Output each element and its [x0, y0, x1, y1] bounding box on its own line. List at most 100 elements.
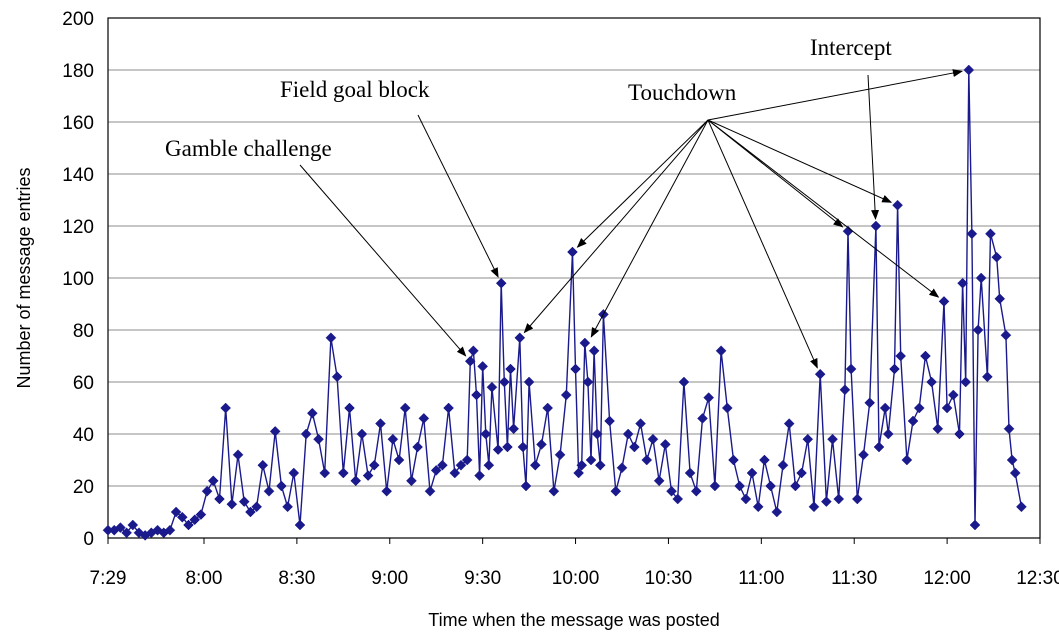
data-point	[567, 246, 578, 258]
data-point	[554, 449, 566, 461]
data-point	[895, 350, 907, 362]
data-point	[207, 475, 219, 487]
y-tick-label: 100	[62, 269, 94, 290]
annotation-arrow	[299, 164, 467, 357]
data-point	[746, 467, 758, 479]
annotation-label: Gamble challenge	[165, 136, 332, 161]
data-point	[845, 363, 857, 375]
data-point	[269, 426, 281, 437]
x-tick-label: 12:00	[923, 568, 971, 589]
x-axis-title: Time when the message was posted	[428, 610, 719, 630]
x-tick-label: 8:30	[278, 568, 315, 589]
annotation-arrow	[707, 119, 893, 203]
data-point	[189, 514, 201, 526]
data-point	[492, 444, 504, 455]
data-point	[480, 428, 492, 440]
data-point	[387, 433, 399, 445]
data-point	[752, 501, 764, 513]
data-point	[381, 485, 393, 497]
data-point	[495, 277, 507, 289]
data-point	[325, 332, 337, 344]
data-point	[960, 376, 972, 388]
data-point	[344, 402, 355, 414]
y-tick-label: 120	[62, 217, 94, 238]
data-point	[858, 449, 869, 461]
x-tick-label: 10:30	[645, 568, 693, 589]
annotation-arrow	[523, 119, 709, 334]
data-point	[635, 418, 646, 429]
annotation-arrow	[576, 119, 709, 248]
data-point	[424, 485, 436, 497]
data-point	[783, 418, 795, 429]
annotations: Gamble challenge Field goal block Touchdow…	[165, 35, 963, 369]
data-point	[443, 402, 454, 414]
annotation-arrow	[417, 114, 499, 278]
data-point	[294, 519, 306, 531]
annotation-arrow	[707, 119, 940, 298]
data-point	[870, 220, 882, 232]
data-point	[991, 251, 1003, 263]
data-point	[1006, 454, 1018, 466]
data-point	[957, 277, 968, 289]
data-point	[591, 428, 603, 440]
data-point	[529, 459, 541, 471]
data-point	[932, 423, 944, 435]
data-point	[709, 480, 721, 492]
data-point	[728, 454, 739, 466]
data-point	[889, 363, 900, 375]
data-point	[502, 441, 513, 453]
data-point	[1003, 423, 1015, 435]
data-point	[808, 501, 820, 513]
data-point	[926, 376, 937, 388]
data-point	[498, 376, 510, 388]
data-point	[684, 467, 696, 479]
annotation-label: Touchdown	[628, 80, 737, 105]
data-point	[263, 485, 275, 497]
grid	[108, 69, 1040, 487]
data-point	[938, 296, 950, 307]
data-point	[399, 402, 411, 414]
data-point	[319, 467, 331, 479]
x-tick-label: 12:30	[1016, 568, 1059, 589]
y-tick-label: 160	[62, 113, 94, 134]
data-point	[560, 389, 572, 401]
x-tick-label: 9:30	[464, 568, 501, 589]
data-point	[474, 470, 485, 481]
data-point	[610, 485, 622, 497]
data-point	[622, 428, 634, 440]
data-point	[251, 501, 262, 513]
annotation-arrow	[867, 74, 880, 221]
data-point	[703, 392, 715, 403]
data-point	[969, 519, 981, 531]
data-point	[232, 449, 244, 461]
data-point	[307, 407, 318, 419]
data-point	[245, 506, 256, 518]
y-tick-label: 40	[73, 425, 94, 446]
data-point	[471, 389, 482, 401]
x-tick-label: 7:29	[90, 568, 127, 589]
y-tick-label: 20	[73, 477, 94, 498]
data-point	[170, 506, 182, 518]
data-point	[659, 439, 671, 450]
data-point	[337, 467, 349, 479]
data-point	[449, 467, 461, 479]
x-tick-label: 11:30	[831, 568, 877, 589]
data-point	[616, 462, 628, 474]
data-point	[796, 467, 807, 479]
data-point	[461, 454, 473, 466]
data-point	[176, 511, 188, 523]
data-point	[520, 480, 532, 492]
data-point	[214, 493, 225, 505]
data-point	[759, 454, 770, 466]
data-point	[666, 485, 677, 497]
annotation-arrow	[590, 119, 709, 338]
data-point	[576, 459, 588, 471]
data-point	[368, 459, 380, 471]
data-point	[406, 475, 417, 487]
data-point	[641, 454, 653, 466]
plot-frame	[107, 17, 1041, 539]
data-point	[790, 480, 801, 492]
data-point	[542, 402, 554, 414]
data-point	[226, 498, 238, 510]
data-point	[901, 454, 913, 466]
